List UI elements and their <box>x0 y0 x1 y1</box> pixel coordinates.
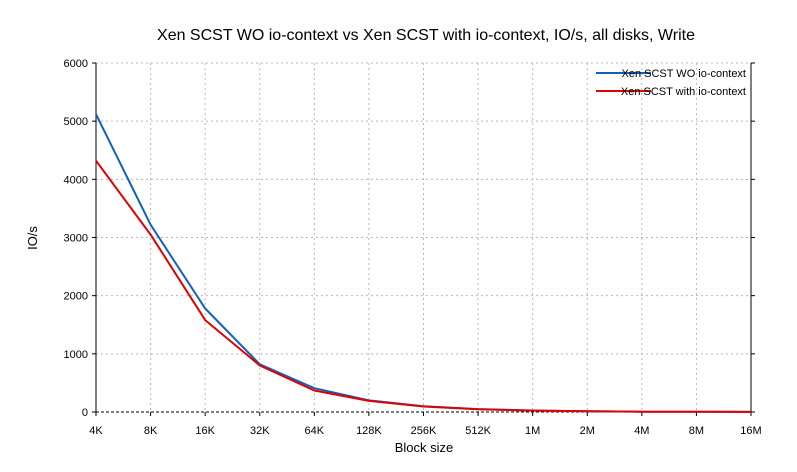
x-tick-label: 512K <box>465 425 491 437</box>
y-tick-label: 0 <box>82 407 88 419</box>
x-tick-label: 64K <box>305 425 325 437</box>
x-tick-label: 8K <box>144 425 158 437</box>
y-tick-label: 5000 <box>64 116 88 128</box>
legend-label-0: Xen SCST WO io-context <box>621 68 746 80</box>
y-tick-label: 3000 <box>64 233 88 245</box>
x-tick-label: 32K <box>250 425 270 437</box>
y-tick-label: 2000 <box>64 291 88 303</box>
x-tick-label: 16M <box>740 425 761 437</box>
x-tick-label: 4M <box>634 425 649 437</box>
y-tick-label: 6000 <box>64 58 88 70</box>
chart-title: Xen SCST WO io-context vs Xen SCST with … <box>157 27 695 44</box>
x-tick-label: 16K <box>195 425 215 437</box>
x-tick-label: 256K <box>411 425 437 437</box>
x-axis-label: Block size <box>395 440 454 455</box>
x-tick-label: 2M <box>580 425 595 437</box>
x-tick-label: 128K <box>356 425 382 437</box>
legend: Xen SCST WO io-context Xen SCST with io-c… <box>596 68 746 98</box>
grid <box>96 62 751 412</box>
legend-label-1: Xen SCST with io-context <box>621 86 746 98</box>
y-tick-label: 1000 <box>64 349 88 361</box>
tick-labels: 0 1000 2000 3000 4000 5000 6000 4K 8K 16K 32K 64K 12… <box>64 58 762 437</box>
x-tick-label: 8M <box>689 425 704 437</box>
series-lines <box>95 113 752 413</box>
y-tick-label: 4000 <box>64 174 88 186</box>
series-line-1 <box>95 160 752 413</box>
x-tick-label: 4K <box>89 425 103 437</box>
x-tick-label: 1M <box>525 425 540 437</box>
y-axis-label: IO/s <box>25 226 40 250</box>
